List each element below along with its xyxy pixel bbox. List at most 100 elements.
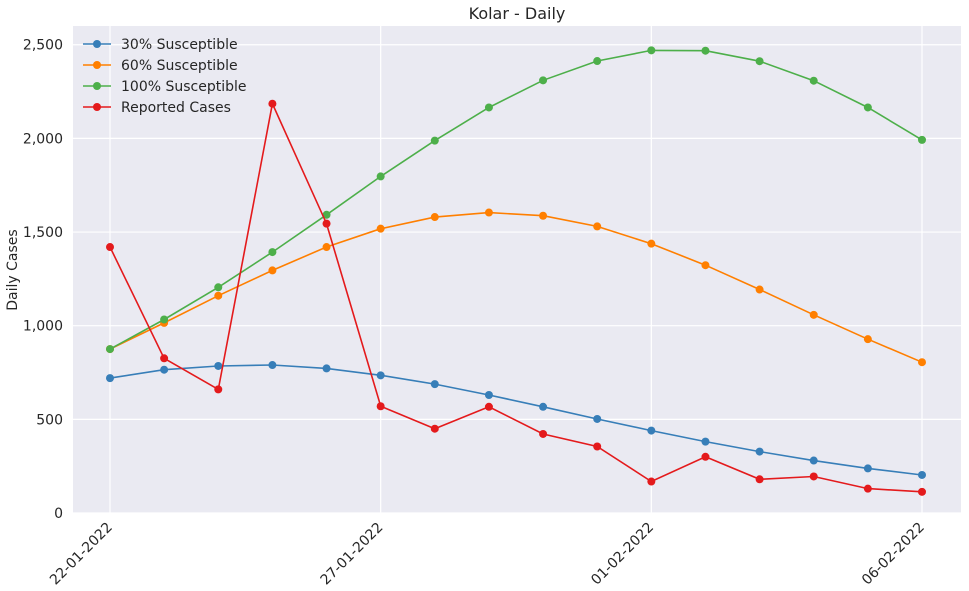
data-point <box>863 335 872 344</box>
y-tick-label: 500 <box>36 412 63 428</box>
series-line <box>109 211 923 363</box>
chart-title: Kolar - Daily <box>469 4 566 23</box>
y-tick-label: 1,500 <box>23 225 63 241</box>
data-point <box>376 172 385 181</box>
data-point <box>701 261 710 270</box>
series-30-susceptible <box>106 361 926 479</box>
grid <box>73 26 961 514</box>
y-axis-label: Daily Cases <box>5 229 21 310</box>
data-point <box>809 472 818 481</box>
legend-label: 30% Susceptible <box>121 37 238 53</box>
data-point <box>755 57 764 66</box>
data-point <box>863 464 872 473</box>
legend-item: 100% Susceptible <box>83 79 247 95</box>
series-line <box>109 364 923 476</box>
data-point <box>593 57 602 66</box>
y-tick-label: 2,000 <box>23 131 63 147</box>
data-point <box>539 211 548 220</box>
data-point <box>376 402 385 411</box>
data-point <box>430 424 439 433</box>
series-line <box>109 101 923 493</box>
data-point <box>214 361 223 370</box>
legend-marker <box>93 82 101 90</box>
data-point <box>322 210 331 219</box>
data-point <box>106 243 114 252</box>
data-point <box>863 103 872 112</box>
data-point <box>593 442 602 451</box>
data-point <box>809 310 818 319</box>
data-point <box>918 358 926 367</box>
series-100-susceptible <box>106 46 926 354</box>
y-tick-label: 0 <box>54 506 63 522</box>
data-point <box>106 345 114 354</box>
plot-area <box>73 26 961 513</box>
legend-marker <box>93 61 101 69</box>
data-point <box>322 219 331 228</box>
data-point <box>376 224 385 233</box>
data-point <box>539 402 548 411</box>
x-tick-label: 27-01-2022 <box>318 520 387 589</box>
data-point <box>268 99 277 108</box>
y-tick-label: 2,500 <box>23 38 63 54</box>
data-point <box>430 136 439 145</box>
data-point <box>322 364 331 373</box>
series-layer <box>106 46 926 496</box>
data-point <box>160 315 169 324</box>
data-point <box>376 371 385 380</box>
legend-item: 30% Susceptible <box>83 37 238 53</box>
y-tick-label: 1,000 <box>23 319 63 335</box>
x-tick-label: 06-02-2022 <box>859 520 928 589</box>
data-point <box>701 452 710 461</box>
data-point <box>539 429 548 438</box>
data-point <box>809 456 818 465</box>
data-point <box>484 103 493 112</box>
x-tick-label: 22-01-2022 <box>47 520 116 589</box>
series-60-susceptible <box>106 208 926 367</box>
data-point <box>484 208 493 217</box>
data-point <box>918 487 926 496</box>
data-point <box>430 213 439 222</box>
x-tick-label: 01-02-2022 <box>588 520 657 589</box>
legend-marker <box>93 40 101 48</box>
data-point <box>809 76 818 85</box>
data-point <box>647 426 656 435</box>
data-point <box>214 283 223 292</box>
legend-item: 60% Susceptible <box>83 58 238 74</box>
data-point <box>647 477 656 486</box>
data-point <box>160 354 169 363</box>
data-point <box>863 484 872 493</box>
legend-label: 100% Susceptible <box>121 79 247 95</box>
legend-label: Reported Cases <box>121 100 231 116</box>
data-point <box>430 380 439 389</box>
y-axis: 0 500 1,000 1,500 2,000 2,500 <box>23 38 63 522</box>
data-point <box>484 402 493 411</box>
data-point <box>647 239 656 248</box>
data-point <box>484 390 493 399</box>
data-point <box>268 266 277 275</box>
data-point <box>160 365 169 374</box>
data-point <box>268 248 277 257</box>
series-line <box>109 49 923 350</box>
data-point <box>918 135 926 144</box>
legend-marker <box>93 103 101 111</box>
data-point <box>268 361 277 370</box>
x-axis: 22-01-2022 27-01-2022 01-02-2022 06-02-2022 <box>47 520 928 589</box>
data-point <box>539 76 548 85</box>
data-point <box>593 414 602 423</box>
legend: 30% Susceptible 60% Susceptible 100% Susce… <box>83 37 247 116</box>
data-point <box>755 475 764 484</box>
data-point <box>918 470 926 479</box>
data-point <box>647 46 656 55</box>
data-point <box>214 385 223 394</box>
data-point <box>755 285 764 294</box>
data-point <box>755 447 764 456</box>
data-point <box>701 437 710 446</box>
data-point <box>106 374 114 383</box>
data-point <box>214 291 223 300</box>
data-point <box>593 222 602 231</box>
series-reported-cases <box>106 99 926 496</box>
legend-label: 60% Susceptible <box>121 58 238 74</box>
legend-item: Reported Cases <box>83 100 231 116</box>
data-point <box>322 243 331 252</box>
